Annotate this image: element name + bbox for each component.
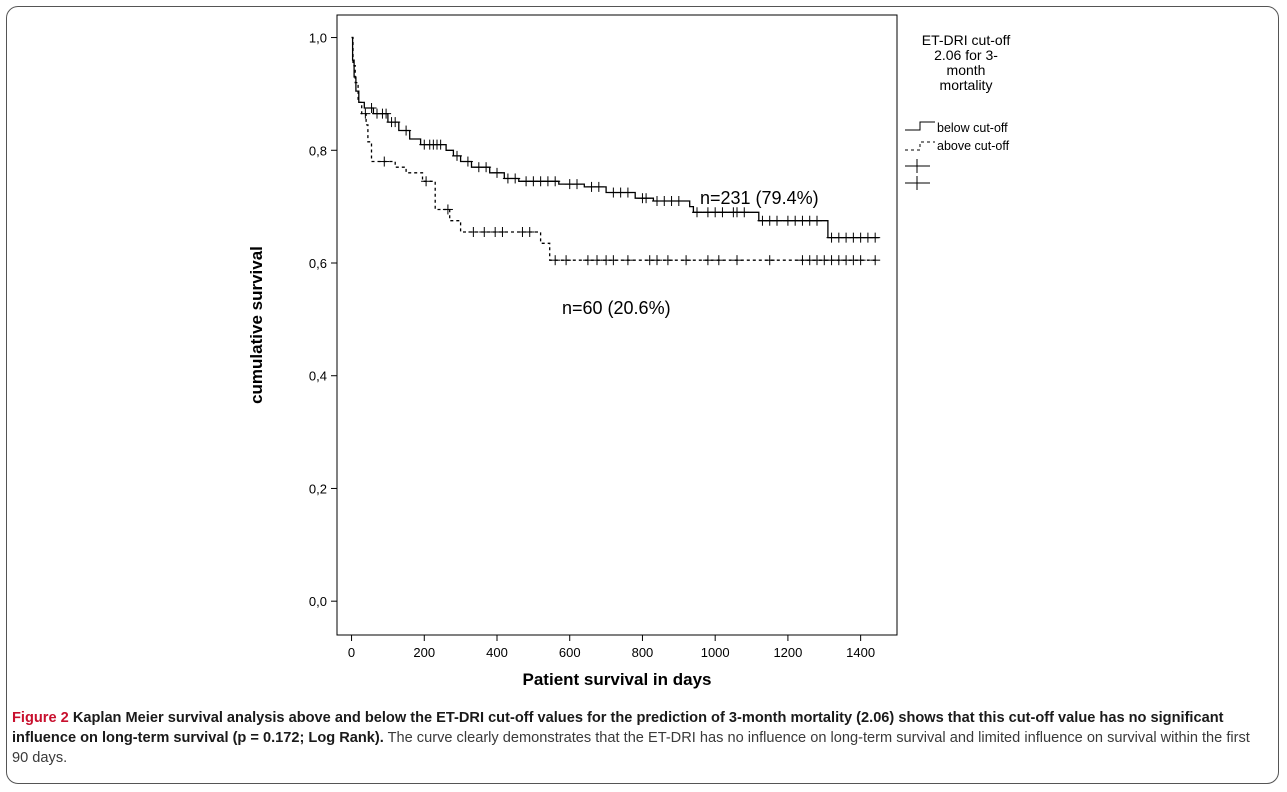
- x-tick-label: 1400: [846, 645, 875, 660]
- censor-mark: [524, 227, 535, 237]
- y-axis-label: cumulative survival: [247, 246, 266, 404]
- censor-mark: [442, 204, 453, 215]
- censor-mark: [812, 215, 822, 226]
- censor-mark: [739, 207, 750, 218]
- censor-mark: [593, 181, 604, 192]
- censor-mark: [681, 255, 692, 266]
- censor-mark: [550, 176, 561, 187]
- caption-text: The curve clearly demonstrates that the …: [12, 730, 1250, 766]
- censor-mark: [662, 255, 673, 266]
- censor-mark: [381, 108, 392, 119]
- x-tick-label: 200: [413, 645, 435, 660]
- plot-area: [336, 14, 898, 636]
- censor-mark: [772, 215, 782, 226]
- legend-label-below: below cut-off: [937, 121, 1008, 135]
- censor-mark: [492, 167, 502, 178]
- censor-mark: [855, 255, 866, 266]
- censor-mark: [622, 255, 633, 266]
- censor-mark: [732, 255, 742, 266]
- censor-mark: [401, 125, 412, 136]
- x-tick-label: 600: [559, 645, 581, 660]
- censor-mark: [497, 227, 508, 237]
- x-tick-label: 0: [348, 645, 355, 660]
- censor-mark: [764, 255, 775, 266]
- x-tick-label: 400: [486, 645, 508, 660]
- censor-mark: [360, 108, 371, 119]
- figure-caption: Figure 2 Kaplan Meier survival analysis …: [12, 708, 1270, 768]
- series-annotation-below: n=231 (79.4%): [700, 188, 819, 208]
- caption-label: Figure 2: [12, 710, 69, 726]
- censor-mark: [870, 255, 881, 266]
- series-layer: [351, 36, 881, 266]
- legend-title-line: ET-DRI cut-off: [922, 32, 1011, 48]
- censor-mark: [713, 255, 724, 266]
- censor-mark: [608, 255, 619, 266]
- censor-mark: [652, 255, 662, 266]
- censor-mark: [582, 255, 593, 266]
- x-axis-label: Patient survival in days: [523, 670, 712, 689]
- x-tick-label: 1000: [701, 645, 730, 660]
- y-tick-label: 1,0: [309, 31, 327, 46]
- caption-bold-text: Kaplan Meier survival analysis above and…: [12, 710, 1224, 746]
- censor-mark: [622, 187, 633, 198]
- y-tick-label: 0,0: [309, 594, 327, 609]
- censor-mark: [462, 156, 473, 167]
- censor-mark: [870, 232, 881, 243]
- legend-swatch-below: [905, 121, 935, 131]
- censor-mark: [481, 162, 492, 173]
- kaplan-meier-chart: 0,0 0,2 0,4 0,6 0,8 1,0 0 200 400 600 800 1000 1200…: [247, 14, 1010, 689]
- censor-mark: [435, 139, 446, 150]
- legend-title-line: month: [947, 62, 986, 78]
- figure-frame: [6, 6, 1279, 784]
- x-tick-label: 800: [632, 645, 654, 660]
- censor-mark: [641, 193, 652, 204]
- legend-title-line: 2.06 for 3-: [934, 47, 998, 63]
- y-tick-label: 0,2: [309, 481, 327, 496]
- censor-mark: [702, 255, 713, 266]
- series-annotation-above: n=60 (20.6%): [562, 298, 671, 318]
- censor-mark: [592, 255, 602, 266]
- legend-swatch-above: [905, 141, 935, 151]
- y-tick-label: 0,4: [309, 369, 327, 384]
- x-axis: 0 200 400 600 800 1000 1200 1400: [348, 635, 875, 660]
- censor-mark: [717, 207, 728, 218]
- legend-censor-mark: [905, 159, 930, 173]
- legend-label-above: above cut-off: [937, 139, 1010, 153]
- censor-mark: [452, 150, 462, 161]
- censor-mark: [479, 227, 490, 237]
- y-tick-label: 0,6: [309, 256, 327, 271]
- censor-mark: [468, 227, 479, 237]
- censor-mark: [510, 173, 521, 184]
- x-tick-label: 1200: [773, 645, 802, 660]
- y-tick-label: 0,8: [309, 143, 327, 158]
- censor-mark: [692, 207, 702, 218]
- censor-mark: [421, 176, 432, 187]
- censor-mark: [550, 255, 561, 266]
- censor-mark: [561, 255, 572, 266]
- censor-mark: [390, 117, 401, 128]
- censor-mark: [572, 179, 582, 190]
- y-axis: 0,0 0,2 0,4 0,6 0,8 1,0: [309, 31, 337, 609]
- legend-title-line: mortality: [940, 77, 993, 93]
- legend-censor-mark: [905, 176, 930, 190]
- censor-mark: [366, 103, 377, 113]
- series-line-above: [351, 36, 879, 261]
- censor-mark: [379, 156, 390, 167]
- censor-mark: [673, 196, 684, 206]
